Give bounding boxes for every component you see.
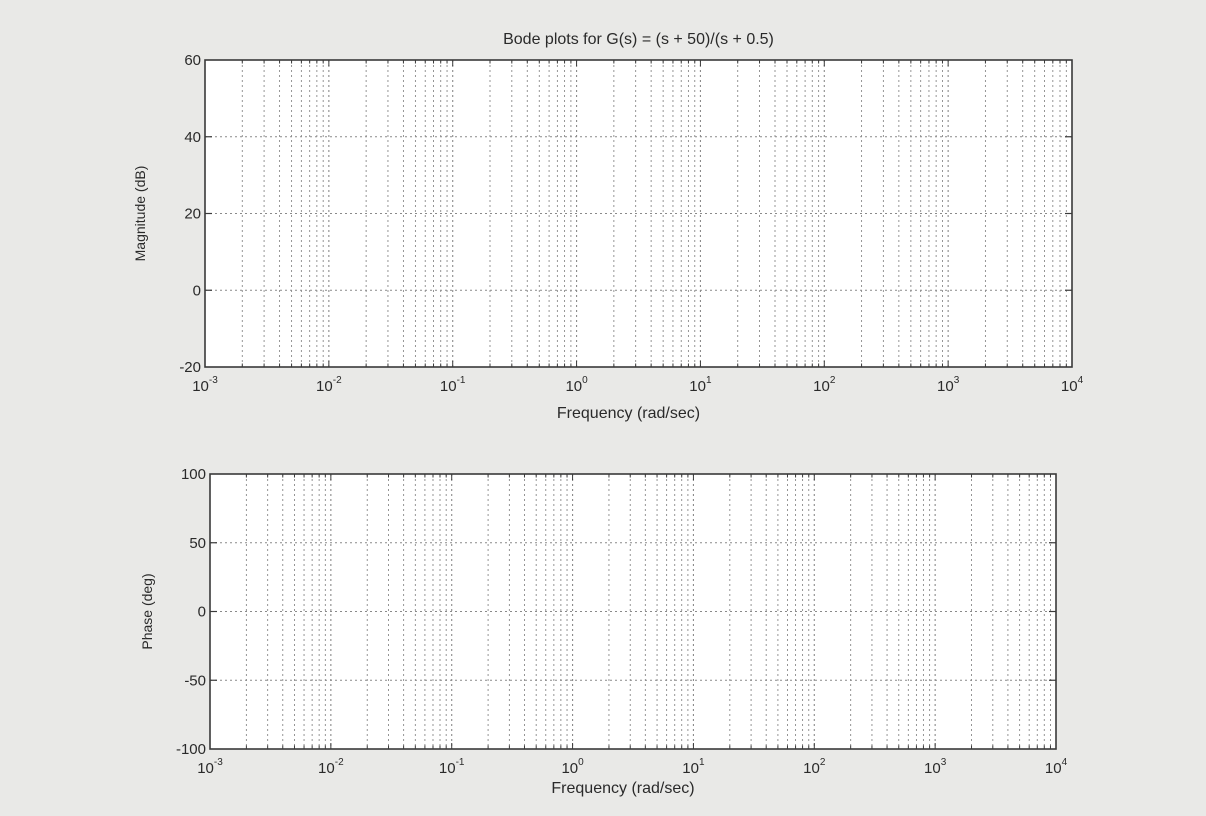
magnitude-axes-area bbox=[205, 60, 1072, 367]
y-tick-label: 100 bbox=[181, 466, 206, 483]
x-tick-label: 103 bbox=[924, 757, 947, 777]
phase-x-axis-label: Frequency (rad/sec) bbox=[551, 780, 694, 797]
chart-title: Bode plots for G(s) = (s + 50)/(s + 0.5) bbox=[503, 31, 774, 48]
magnitude-ticks: -20 0 20 40 60 10-3 10-2 10-1 100 101 102 103 104 bbox=[179, 52, 1083, 395]
x-tick-label: 101 bbox=[682, 757, 705, 777]
x-tick-label: 102 bbox=[803, 757, 826, 777]
phase-axes-frame bbox=[209, 473, 1057, 750]
phase-plot: -100 -50 0 50 100 10-3 10-2 10-1 100 101 102 103 104… bbox=[139, 466, 1068, 797]
magnitude-grid bbox=[205, 60, 1072, 367]
magnitude-x-axis-label: Frequency (rad/sec) bbox=[557, 405, 700, 422]
x-tick-label: 102 bbox=[813, 375, 836, 395]
y-tick-label: 50 bbox=[189, 535, 206, 552]
x-tick-label: 100 bbox=[565, 375, 588, 395]
x-tick-label: 10-3 bbox=[197, 757, 223, 777]
x-tick-label: 10-2 bbox=[316, 375, 342, 395]
y-tick-label: -100 bbox=[176, 741, 206, 758]
y-tick-label: 60 bbox=[184, 52, 201, 69]
phase-y-axis-label: Phase (deg) bbox=[139, 573, 155, 649]
y-tick-label: 0 bbox=[198, 604, 206, 621]
phase-ticks: -100 -50 0 50 100 10-3 10-2 10-1 100 101 102 103 104 bbox=[176, 466, 1068, 777]
x-tick-label: 10-1 bbox=[439, 757, 465, 777]
x-tick-label: 10-1 bbox=[440, 375, 466, 395]
magnitude-y-axis-label: Magnitude (dB) bbox=[132, 166, 148, 262]
x-tick-label: 104 bbox=[1061, 375, 1084, 395]
magnitude-axes-frame bbox=[204, 59, 1073, 368]
x-tick-label: 100 bbox=[561, 757, 584, 777]
y-tick-label: 0 bbox=[193, 282, 201, 299]
x-tick-label: 101 bbox=[689, 375, 712, 395]
y-tick-label: 20 bbox=[184, 206, 201, 223]
x-tick-label: 103 bbox=[937, 375, 960, 395]
x-tick-label: 104 bbox=[1045, 757, 1068, 777]
y-tick-label: -50 bbox=[184, 672, 206, 689]
x-tick-label: 10-3 bbox=[192, 375, 218, 395]
phase-grid bbox=[210, 474, 1056, 749]
x-tick-label: 10-2 bbox=[318, 757, 344, 777]
magnitude-plot: -20 0 20 40 60 10-3 10-2 10-1 100 101 102 103 104 Bo… bbox=[132, 31, 1084, 422]
y-tick-label: -20 bbox=[179, 359, 201, 376]
y-tick-label: 40 bbox=[184, 129, 201, 146]
